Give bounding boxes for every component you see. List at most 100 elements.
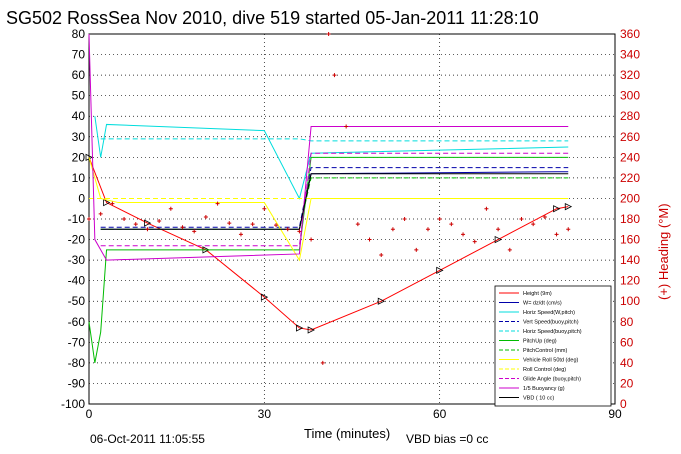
y-tick-label: 70 xyxy=(72,48,86,62)
series-line-10 xyxy=(100,152,569,247)
chart-title: SG502 RossSea Nov 2010, dive 519 started… xyxy=(6,8,539,28)
x-tick-label: 90 xyxy=(608,407,622,421)
heading-point xyxy=(461,232,466,237)
y-tick-label: 30 xyxy=(72,130,86,144)
legend-entry: Glide Angle (buoy,pitch) xyxy=(523,377,581,383)
legend-entry: Horiz Speed(buoy,pitch) xyxy=(523,329,582,335)
heading-series xyxy=(87,32,571,365)
right-y-tick-label: 140 xyxy=(620,253,640,267)
series-line-12 xyxy=(100,173,569,230)
y-tick-label: -20 xyxy=(68,233,86,247)
heading-point xyxy=(484,206,489,211)
right-y-tick-label: 300 xyxy=(620,89,640,103)
x-axis-label: Time (minutes) xyxy=(304,426,390,441)
height-marker xyxy=(144,219,152,227)
y-tick-label: 40 xyxy=(72,109,86,123)
right-y-tick-label: 320 xyxy=(620,68,640,82)
height-marker xyxy=(553,205,561,213)
y-tick-label: 20 xyxy=(72,150,86,164)
right-y-tick-label: 260 xyxy=(620,130,640,144)
y-axis-ticks: 80 70 60 50 40 30 20 10 0 -10 -20 -30 -40 -50 -60 -70 -8… xyxy=(61,27,85,411)
y-tick-label: 80 xyxy=(72,27,86,41)
right-y-axis-label: (+) Heading (°M) xyxy=(656,203,671,300)
heading-point xyxy=(332,73,337,78)
y-tick-label: -40 xyxy=(68,274,86,288)
y-tick-label: 60 xyxy=(72,68,86,82)
heading-point xyxy=(122,217,127,221)
heading-point xyxy=(425,227,430,232)
heading-point xyxy=(274,223,279,228)
right-y-tick-label: 100 xyxy=(620,294,640,308)
legend-entry: Roll Control (deg) xyxy=(523,367,566,373)
legend-entry: VBD ( 10 cc) xyxy=(523,396,554,402)
legend-entry: Horiz Speed(W,pitch) xyxy=(523,310,575,316)
y-tick-label: -70 xyxy=(68,335,86,349)
heading-point xyxy=(355,222,360,227)
right-y-tick-label: 220 xyxy=(620,171,640,185)
right-y-tick-label: 0 xyxy=(620,397,627,411)
heading-point xyxy=(192,229,197,234)
heading-point xyxy=(531,222,536,227)
heading-point xyxy=(326,32,331,36)
heading-point xyxy=(554,232,559,237)
legend: Height (9m) W= dz/dt (cm/s) Horiz Speed(W,… xyxy=(494,285,612,407)
right-y-tick-label: 160 xyxy=(620,233,640,247)
series-line-7 xyxy=(100,177,569,230)
heading-point xyxy=(542,214,547,219)
legend-entry: Vert Speed(buoy,pitch) xyxy=(523,320,579,326)
height-marker xyxy=(494,235,503,244)
heading-point xyxy=(379,252,384,257)
heading-point xyxy=(168,206,173,211)
y-tick-label: -80 xyxy=(68,356,86,370)
heading-point xyxy=(496,227,501,232)
heading-point xyxy=(180,225,185,230)
heading-point xyxy=(110,201,115,206)
heading-point xyxy=(519,217,524,221)
height-marker xyxy=(295,324,304,332)
series-line-11 xyxy=(88,33,569,261)
series-layer xyxy=(85,33,573,363)
legend-entry: Height (9m) xyxy=(523,291,552,297)
height-marker xyxy=(103,198,111,207)
heading-point xyxy=(157,219,162,224)
heading-point xyxy=(250,222,255,227)
heading-point xyxy=(285,227,290,232)
y-tick-label: -100 xyxy=(61,397,85,411)
series-line-2 xyxy=(100,171,569,230)
heading-point xyxy=(227,221,232,226)
y-tick-label: -90 xyxy=(68,376,86,390)
right-y-tick-label: 180 xyxy=(620,212,640,226)
y-tick-label: 50 xyxy=(72,89,86,103)
heading-point xyxy=(320,360,325,365)
right-y-tick-label: 200 xyxy=(620,191,640,205)
legend-entry: Vehicle Roll 50td (deg) xyxy=(523,358,579,364)
heading-point xyxy=(566,227,571,232)
right-y-tick-label: 360 xyxy=(620,27,640,41)
heading-point xyxy=(87,217,91,221)
y-tick-label: -10 xyxy=(68,212,86,226)
heading-point xyxy=(437,217,442,221)
y-tick-label: -60 xyxy=(68,315,86,329)
right-y-tick-label: 60 xyxy=(620,335,634,349)
y-tick-label: 0 xyxy=(78,191,85,205)
heading-point xyxy=(203,214,208,219)
series-line-6 xyxy=(88,156,569,363)
heading-point xyxy=(414,247,419,252)
heading-point xyxy=(262,206,267,211)
heading-point xyxy=(238,232,243,237)
right-y-tick-label: 340 xyxy=(620,48,640,62)
heading-point xyxy=(297,229,302,234)
legend-entry: PitchControl (mm) xyxy=(523,348,567,354)
legend-box xyxy=(494,285,612,407)
x-tick-label: 60 xyxy=(433,407,447,421)
series-line-5 xyxy=(100,138,569,142)
height-marker xyxy=(307,326,315,334)
series-line-1 xyxy=(88,157,569,331)
y-tick-label: 10 xyxy=(72,171,86,185)
x-tick-label: 30 xyxy=(258,407,272,421)
right-y-tick-label: 20 xyxy=(620,376,634,390)
right-y-tick-label: 40 xyxy=(620,356,634,370)
y-tick-label: -30 xyxy=(68,253,86,267)
x-tick-label: 0 xyxy=(86,407,93,421)
heading-point xyxy=(133,222,138,227)
